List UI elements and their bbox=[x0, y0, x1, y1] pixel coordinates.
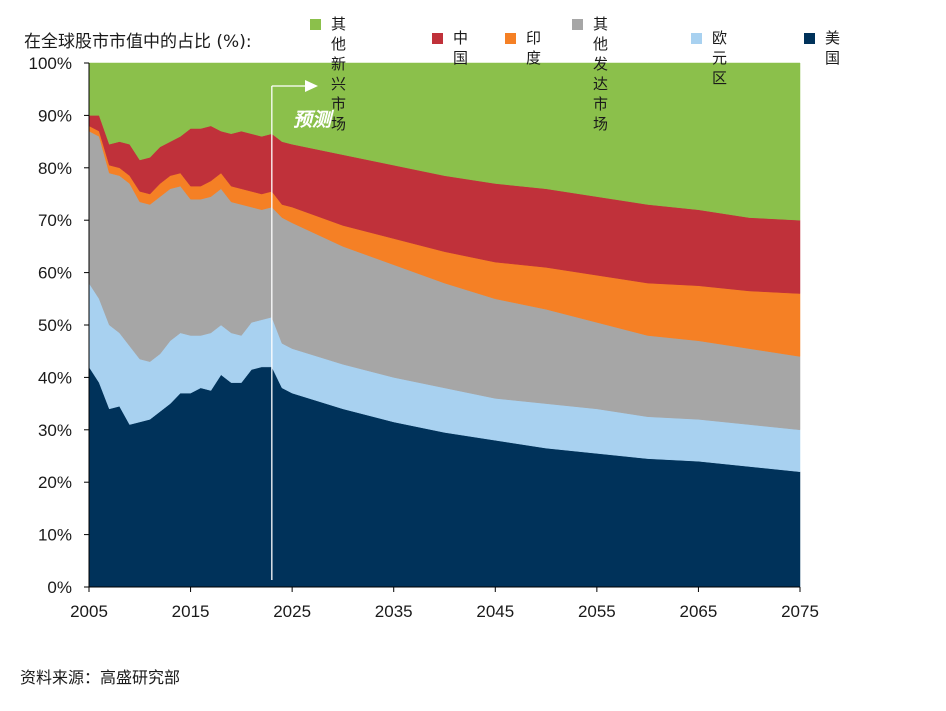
legend-swatch bbox=[804, 33, 815, 44]
forecast-label: 预测 bbox=[293, 109, 335, 131]
legend-label: 其他 新兴市场 bbox=[331, 15, 347, 133]
y-tick-label: 100% bbox=[29, 54, 72, 73]
y-tick-label: 90% bbox=[38, 106, 72, 125]
x-tick-label: 2045 bbox=[476, 602, 514, 621]
y-tick-label: 0% bbox=[47, 578, 72, 597]
legend-label: 美国 bbox=[825, 29, 841, 67]
x-tick-label: 2025 bbox=[273, 602, 311, 621]
y-tick-label: 40% bbox=[38, 368, 72, 387]
source-note: 资料来源：高盛研究部 bbox=[20, 668, 181, 687]
legend-item: 欧元区 bbox=[691, 28, 727, 88]
y-tick-label: 70% bbox=[38, 211, 72, 230]
y-tick-label: 10% bbox=[38, 526, 72, 545]
legend-label: 印度 bbox=[526, 29, 542, 67]
legend-swatch bbox=[505, 33, 516, 44]
legend-item: 美国 bbox=[804, 28, 840, 68]
area-series-group bbox=[88, 62, 801, 588]
legend-swatch bbox=[432, 33, 443, 44]
legend-label: 其他 发达市场 bbox=[593, 15, 609, 133]
x-tick-label: 2015 bbox=[172, 602, 210, 621]
y-tick-label: 30% bbox=[38, 421, 72, 440]
legend-label: 中国 bbox=[453, 29, 469, 67]
area-series-5 bbox=[88, 62, 801, 221]
x-tick-label: 2055 bbox=[578, 602, 616, 621]
y-tick-label: 80% bbox=[38, 159, 72, 178]
legend-item: 印度 bbox=[505, 28, 541, 68]
x-tick-label: 2075 bbox=[781, 602, 819, 621]
legend-item: 其他 发达市场 bbox=[572, 14, 608, 134]
legend-label: 欧元区 bbox=[712, 29, 728, 87]
y-tick-label: 20% bbox=[38, 473, 72, 492]
legend-swatch bbox=[572, 19, 583, 30]
y-tick-label: 60% bbox=[38, 264, 72, 283]
chart-title: 在全球股市市值中的占比 (%): bbox=[24, 32, 252, 52]
forecast-marker: 预测 bbox=[271, 80, 335, 580]
legend-swatch bbox=[310, 19, 321, 30]
forecast-arrow-head bbox=[305, 80, 318, 92]
x-tick-label: 2005 bbox=[70, 602, 108, 621]
x-tick-label: 2035 bbox=[375, 602, 413, 621]
legend-swatch bbox=[691, 33, 702, 44]
y-tick-label: 50% bbox=[38, 316, 72, 335]
legend-item: 中国 bbox=[432, 28, 468, 68]
legend-item: 其他 新兴市场 bbox=[310, 14, 346, 134]
x-tick-label: 2065 bbox=[680, 602, 718, 621]
axes: 0% 10% 20% 30% 40% 50% 60% 70% 80% 90% 100% 2005 201… bbox=[29, 54, 819, 621]
